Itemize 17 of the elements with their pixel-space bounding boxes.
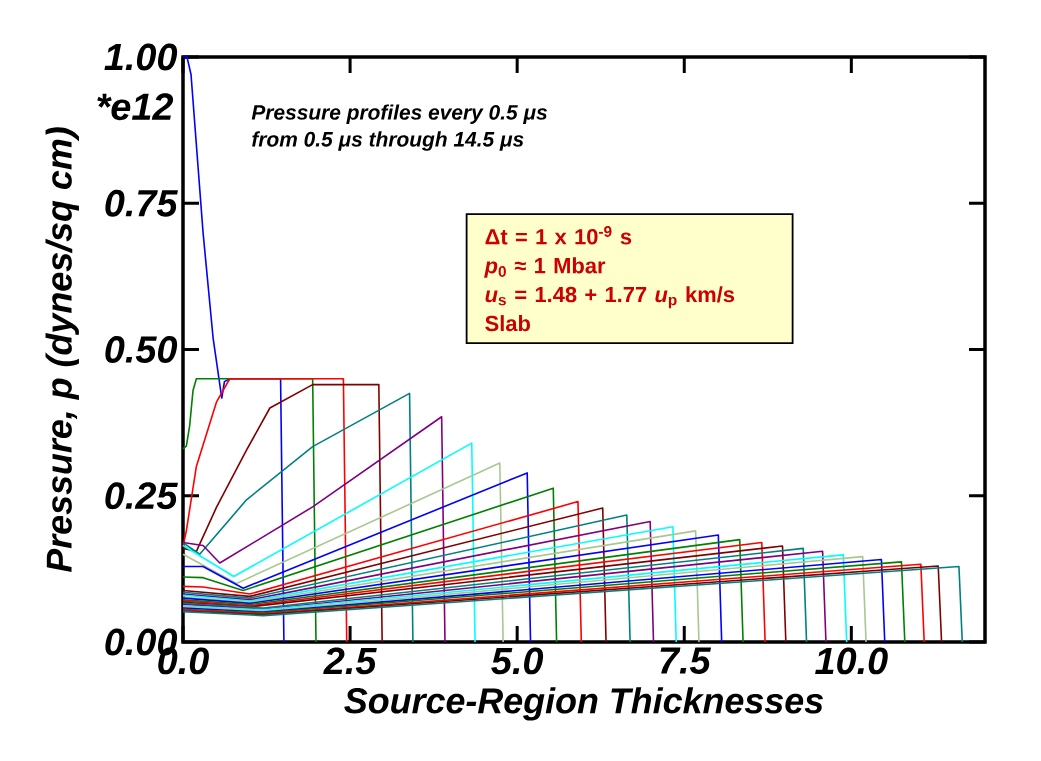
x-tick-label: 5.0	[491, 647, 544, 675]
annotation: Slab	[485, 315, 530, 332]
y-tick-label: 0.50	[105, 336, 178, 363]
y-tick-label: 1.00	[104, 43, 178, 71]
annotation: Δt = 1 x 10$^{-9}$ s	[485, 226, 632, 245]
annotation: p$_{0}$ ≈ 1 Mbar	[484, 257, 606, 278]
text: *e12	[97, 93, 174, 121]
x-tick-label: 10.0	[815, 647, 888, 675]
annotation: u$_{s}$ = 1.48 + 1.77 u$_{p}$ km/s	[485, 286, 735, 309]
y-axis-title: Pressure, p (dynes/sq cm)	[45, 127, 79, 573]
y-tick-label: 0.25	[105, 482, 178, 510]
x-axis-title: Source-Region Thicknesses	[344, 687, 823, 721]
y-tick-label: 0.75	[105, 189, 178, 217]
annotation: from 0.5 μs through 14.5 μs	[252, 131, 524, 151]
x-tick-label: 2.5	[323, 647, 377, 675]
x-tick-label: 7.5	[660, 647, 712, 674]
annotation: Pressure profiles every 0.5 μs	[251, 104, 547, 124]
